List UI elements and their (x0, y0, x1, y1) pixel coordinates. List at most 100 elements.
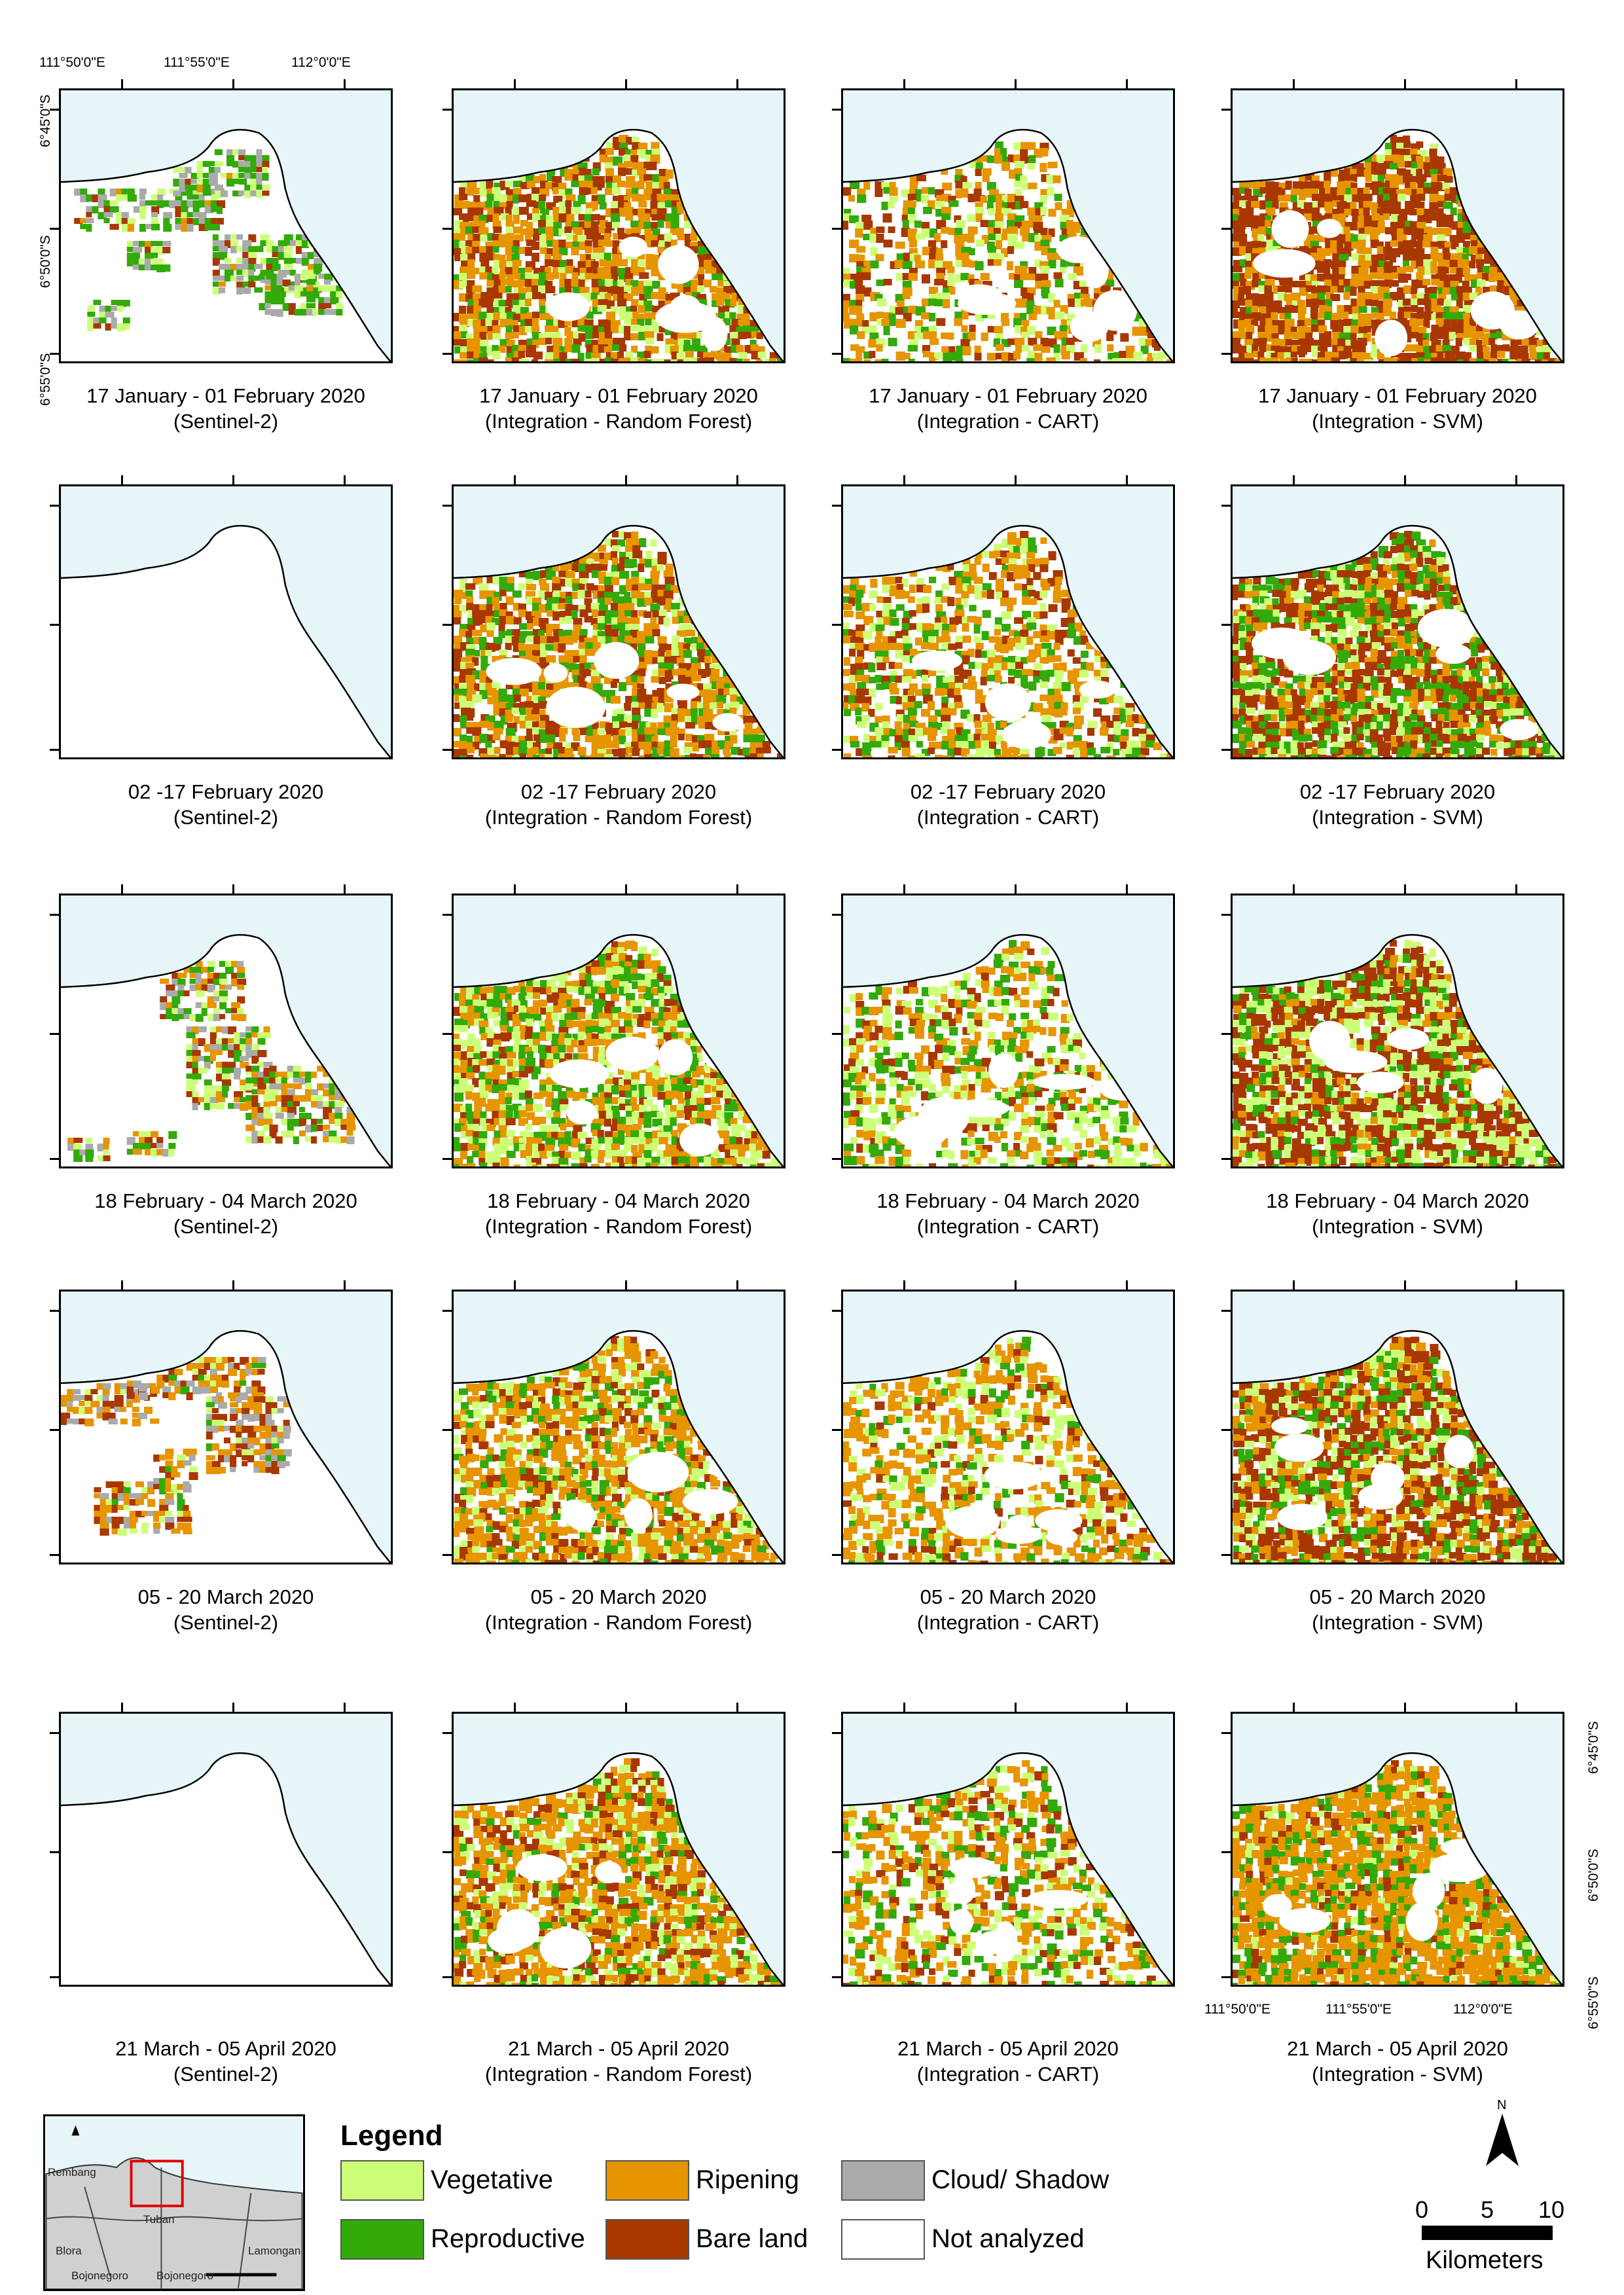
reproductive-patch (202, 161, 210, 167)
bare-land-patch (1139, 729, 1147, 735)
bare-land-patch (703, 740, 713, 748)
reproductive-patch (986, 201, 994, 209)
bare-land-patch (499, 754, 509, 757)
bare-land-patch (571, 359, 581, 361)
bare-land-patch (632, 708, 641, 716)
ripening-patch (975, 202, 983, 209)
ripening-patch (1053, 747, 1062, 754)
reproductive-patch (242, 281, 249, 287)
bare-land-patch (597, 591, 605, 599)
ripening-patch (1541, 359, 1548, 361)
ripening-patch (626, 583, 634, 591)
reproductive-patch (1411, 162, 1421, 169)
reproductive-patch (632, 696, 640, 704)
ripening-patch (465, 655, 475, 662)
ripening-patch (856, 346, 865, 353)
vegetative-patch (492, 577, 501, 585)
bare-land-patch (511, 357, 522, 361)
ripening-patch (505, 714, 513, 722)
bare-land-patch (599, 359, 607, 361)
vegetative-patch (1079, 670, 1089, 678)
bare-land-patch (599, 552, 606, 562)
ripening-patch (1324, 248, 1331, 256)
ripening-patch (994, 676, 1002, 683)
bare-land-patch (1039, 143, 1049, 150)
ripening-patch (717, 358, 725, 361)
vegetative-patch (626, 552, 635, 559)
cloud-shadow-patch (270, 309, 278, 316)
reproductive-patch (295, 234, 304, 240)
caption-source: (Sentinel-2) (173, 410, 279, 433)
reproductive-patch (460, 722, 469, 729)
vegetative-patch (947, 273, 955, 282)
cloud-shadow-patch (157, 194, 164, 201)
ripening-patch (882, 644, 890, 651)
ripening-patch (552, 187, 563, 194)
reproductive-patch (584, 662, 594, 669)
bare-land-patch (518, 570, 526, 577)
ripening-patch (1326, 292, 1333, 299)
vegetative-patch (599, 292, 607, 299)
ripening-patch (532, 340, 539, 348)
ripening-patch (532, 598, 542, 604)
ripening-patch (604, 233, 611, 240)
vegetative-patch (196, 161, 206, 167)
ripening-patch (730, 695, 738, 702)
reproductive-patch (86, 194, 94, 202)
ripening-patch (907, 755, 916, 757)
bare-land-patch (611, 273, 618, 281)
ripening-patch (631, 577, 640, 585)
bare-land-patch (1106, 721, 1115, 728)
vegetative-patch (126, 241, 134, 247)
ripening-patch (591, 736, 602, 742)
ripening-patch (929, 338, 939, 345)
bare-land-patch (1303, 181, 1310, 190)
ripening-patch (524, 234, 532, 242)
vegetative-patch (1159, 753, 1169, 757)
bare-land-patch (1363, 557, 1371, 565)
vegetative-patch (1126, 358, 1136, 361)
bare-land-patch (941, 715, 951, 722)
ripening-patch (736, 314, 744, 320)
ripening-patch (145, 241, 153, 248)
ripening-patch (969, 261, 978, 268)
reproductive-patch (577, 325, 587, 332)
ripening-patch (909, 570, 917, 577)
ripening-patch (1489, 274, 1496, 282)
bare-land-patch (545, 728, 556, 734)
ripening-patch (466, 202, 476, 208)
cloud-shadow-patch (151, 212, 158, 217)
bare-land-patch (1344, 175, 1352, 184)
ripening-patch (1072, 708, 1081, 714)
reproductive-patch (336, 309, 343, 316)
reproductive-patch (960, 273, 969, 280)
ripening-patch (611, 558, 619, 566)
bare-land-patch (617, 298, 627, 307)
ripening-patch (657, 748, 665, 755)
bare-land-patch (969, 279, 979, 286)
map-panel-r2-cart: 02 -17 February 2020 (Integration - CART) (808, 452, 1208, 838)
reproductive-patch (638, 643, 646, 651)
reproductive-patch (955, 352, 963, 359)
sea-area (1233, 90, 1562, 361)
ripening-patch (624, 603, 635, 612)
bare-land-patch (1416, 241, 1423, 250)
vegetative-patch (738, 352, 748, 360)
reproductive-patch (145, 253, 154, 260)
ripening-patch (670, 240, 677, 246)
vegetative-patch (151, 194, 158, 200)
vegetative-patch (324, 285, 331, 292)
reproductive-patch (122, 317, 130, 323)
bare-land-patch (472, 247, 480, 253)
ripening-patch (843, 300, 850, 308)
ripening-patch (637, 636, 647, 643)
vegetative-patch (585, 359, 593, 361)
vegetative-patch (1352, 253, 1359, 261)
ripening-patch (1377, 351, 1384, 359)
bare-land-patch (1390, 222, 1400, 229)
ripening-patch (995, 207, 1005, 213)
ripening-patch (631, 259, 638, 266)
ripening-patch (1279, 313, 1287, 319)
ripening-patch (890, 688, 899, 695)
reproductive-patch (518, 636, 526, 643)
